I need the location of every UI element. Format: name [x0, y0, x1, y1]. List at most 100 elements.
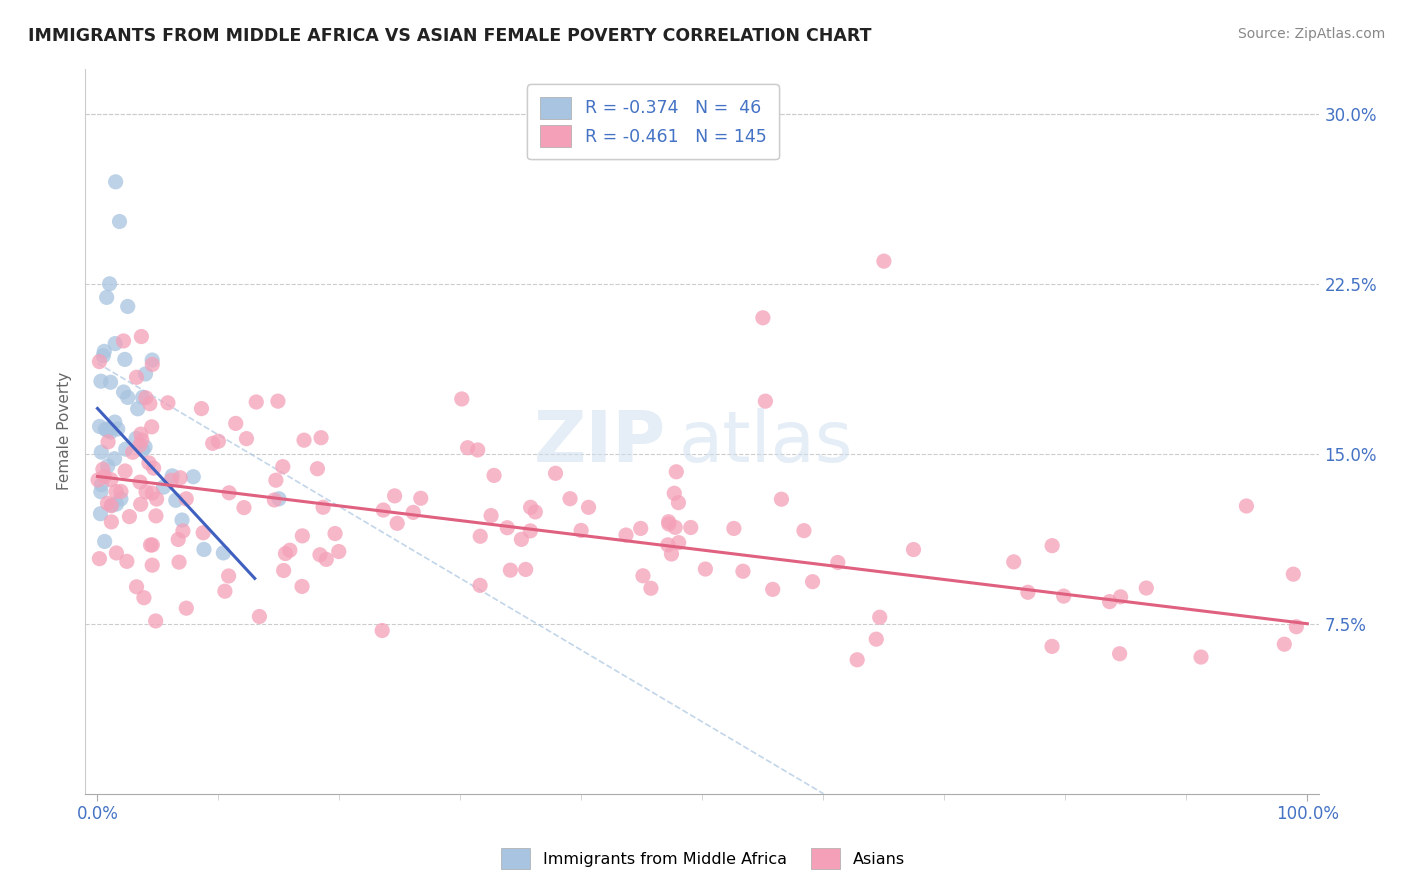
Point [273, 564, 295, 578]
Point [247, 609, 270, 624]
Point [135, 484, 157, 499]
Point [90, 484, 112, 499]
Point [131, 329, 153, 343]
Point [132, 591, 155, 605]
Point [869, 610, 891, 624]
Point [1285, 620, 1308, 634]
Point [668, 535, 690, 549]
Point [169, 471, 191, 485]
Point [114, 442, 136, 457]
Point [103, 451, 125, 466]
Point [94, 422, 117, 436]
Point [193, 542, 215, 557]
Point [457, 441, 479, 455]
Point [519, 524, 541, 538]
Point [125, 370, 148, 384]
Point [661, 547, 683, 561]
Point [723, 521, 745, 535]
Point [312, 500, 335, 515]
Point [134, 440, 156, 454]
Point [264, 473, 287, 487]
Point [665, 465, 688, 479]
Point [107, 422, 129, 436]
Point [657, 538, 679, 552]
Point [558, 491, 581, 506]
Point [307, 461, 329, 475]
Point [114, 464, 136, 478]
Point [139, 538, 162, 552]
Point [100, 376, 122, 390]
Point [112, 384, 135, 399]
Point [172, 524, 194, 538]
Point [1040, 640, 1063, 654]
Point [630, 521, 652, 535]
Point [90, 374, 112, 388]
Point [731, 564, 754, 578]
Point [569, 524, 592, 538]
Point [212, 546, 235, 560]
Point [801, 574, 824, 589]
Point [468, 578, 491, 592]
Point [467, 442, 489, 457]
Point [121, 445, 143, 459]
Point [100, 425, 122, 439]
Point [190, 401, 212, 416]
Point [1282, 567, 1305, 582]
Point [770, 492, 793, 507]
Point [267, 491, 290, 506]
Point [108, 214, 131, 228]
Point [141, 358, 163, 372]
Text: IMMIGRANTS FROM MIDDLE AFRICA VS ASIAN FEMALE POVERTY CORRELATION CHART: IMMIGRANTS FROM MIDDLE AFRICA VS ASIAN F… [28, 27, 872, 45]
Point [135, 391, 157, 405]
Legend: R = -0.374   N =  46, R = -0.461   N = 145: R = -0.374 N = 46, R = -0.461 N = 145 [527, 85, 779, 160]
Point [90, 477, 112, 491]
Point [138, 456, 160, 470]
Point [1098, 594, 1121, 608]
Point [233, 500, 256, 515]
Point [105, 546, 128, 560]
Point [214, 584, 236, 599]
Point [544, 467, 567, 481]
Point [201, 436, 224, 450]
Point [100, 473, 122, 487]
Point [105, 484, 128, 499]
Point [402, 505, 425, 519]
Point [631, 569, 654, 583]
Point [139, 397, 162, 411]
Point [100, 499, 122, 513]
Point [129, 427, 152, 442]
Point [131, 433, 153, 447]
Point [128, 438, 150, 452]
Point [658, 516, 681, 531]
Point [96, 423, 118, 437]
Point [323, 526, 346, 541]
Point [1053, 589, 1076, 603]
Point [1236, 499, 1258, 513]
Point [309, 548, 332, 562]
Point [225, 417, 247, 431]
Point [142, 461, 165, 475]
Point [141, 558, 163, 573]
Point [141, 353, 163, 368]
Point [165, 493, 187, 508]
Point [167, 555, 190, 569]
Point [97, 423, 120, 437]
Point [793, 524, 815, 538]
Point [104, 336, 127, 351]
Point [104, 175, 127, 189]
Point [519, 500, 541, 515]
Point [409, 491, 432, 506]
Point [384, 489, 406, 503]
Point [695, 562, 717, 576]
Point [865, 632, 887, 647]
Point [271, 459, 294, 474]
Point [89, 507, 111, 521]
Point [145, 491, 167, 506]
Point [110, 484, 132, 499]
Point [1135, 581, 1157, 595]
Point [114, 352, 136, 367]
Point [89, 354, 111, 368]
Point [132, 443, 155, 458]
Point [96, 290, 118, 304]
Point [104, 415, 127, 429]
